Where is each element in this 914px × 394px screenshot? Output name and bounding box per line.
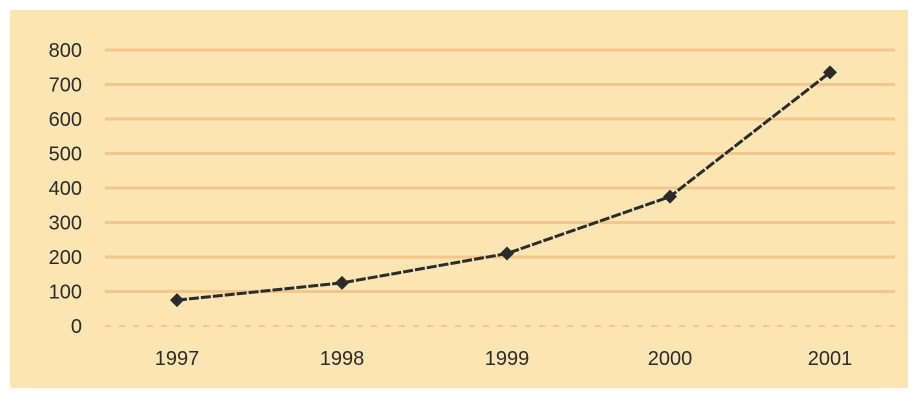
y-tick-label: 200 [49,247,82,269]
y-tick-label: 700 [49,75,82,97]
x-tick-label: 1998 [320,348,365,370]
x-axis-ticks: 1997 1998 1999 2000 2001 [155,348,853,370]
x-tick-label: 1999 [485,348,530,370]
chart-frame: 0 100 200 300 400 500 600 700 800 1997 1998 1999 20… [10,10,908,388]
y-tick-label: 100 [49,282,82,304]
x-tick-label: 2000 [648,348,693,370]
data-point-2000 [663,189,677,204]
series-line [176,71,831,302]
data-point-1997 [170,293,184,308]
line-chart: 0 100 200 300 400 500 600 700 800 1997 1998 1999 20… [49,40,895,370]
y-tick-label: 600 [49,109,82,131]
x-tick-label: 2001 [808,348,853,370]
y-tick-label: 500 [49,144,82,166]
x-tick-label: 1997 [155,348,200,370]
series-layer [170,65,837,308]
y-tick-label: 800 [49,40,82,62]
data-point-2001 [823,65,837,80]
data-point-1998 [335,275,349,290]
gridlines [105,48,895,327]
y-tick-label: 0 [71,316,82,338]
data-point-1999 [500,246,514,261]
y-tick-label: 400 [49,178,82,200]
y-axis-ticks: 0 100 200 300 400 500 600 700 800 [49,40,82,338]
y-tick-label: 300 [49,213,82,235]
